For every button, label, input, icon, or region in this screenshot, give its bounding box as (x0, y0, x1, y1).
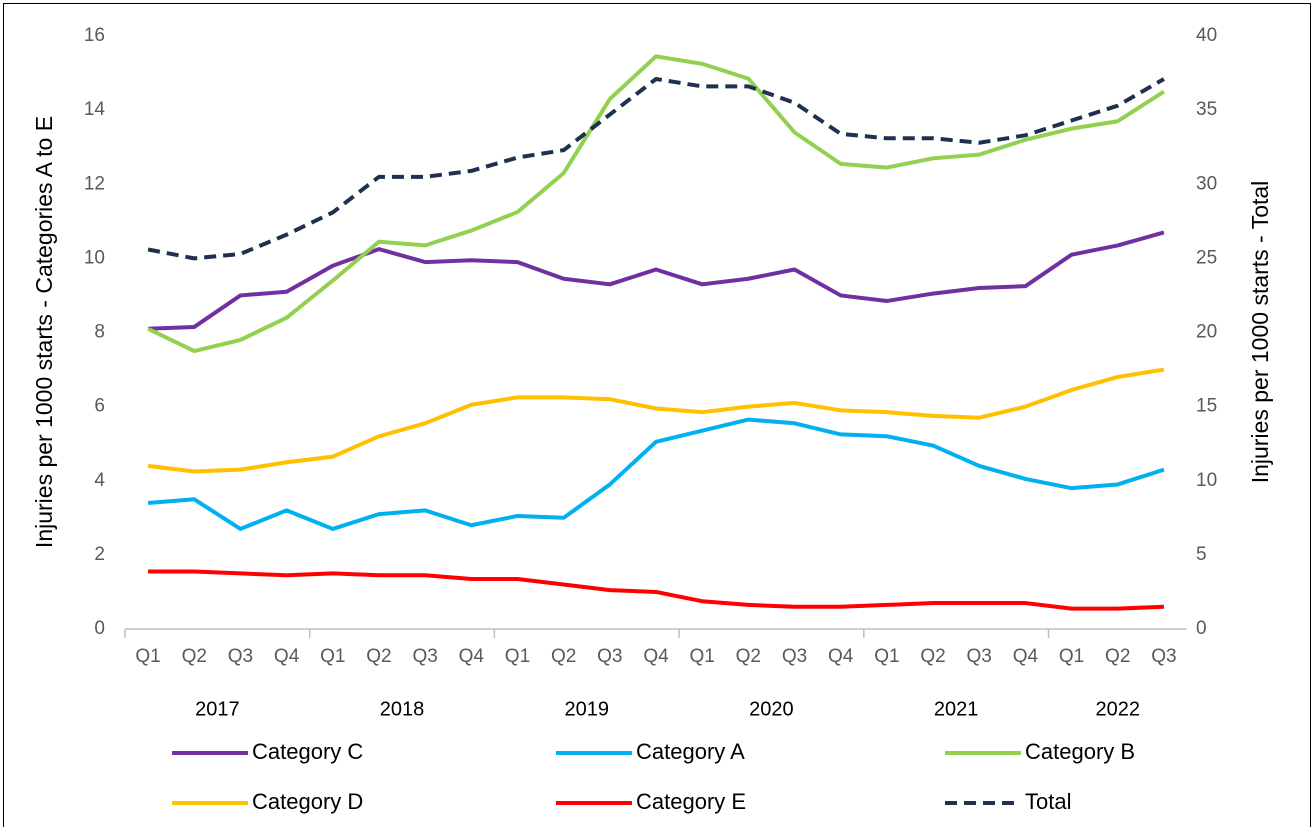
x-tick-label: Q1 (320, 646, 345, 667)
series-line (147, 367, 1165, 474)
y2-tick-label: 25 (1196, 247, 1217, 268)
x-tick-label: Q4 (459, 646, 485, 667)
chart-border (3, 3, 1311, 827)
x-tick-label: Q1 (505, 646, 530, 667)
y2-tick-label: 35 (1196, 99, 1217, 120)
y2-tick-label: 20 (1196, 322, 1217, 343)
y-tick-label: 2 (94, 544, 105, 565)
x-tick-label: Q3 (412, 646, 437, 667)
legend-label: Category D (252, 789, 363, 814)
y-tick-label: 0 (94, 618, 105, 639)
x-tick-label: Q2 (736, 646, 761, 667)
x-tick-label: Q3 (228, 646, 253, 667)
y2-tick-label: 15 (1196, 396, 1217, 417)
year-label: 2018 (380, 698, 425, 720)
series-line (147, 54, 1165, 354)
y-axis-title: Injuries per 1000 starts - Categories A … (31, 116, 57, 548)
y-tick-label: 12 (84, 173, 105, 194)
x-tick-label: Q2 (182, 646, 207, 667)
x-tick-label: Q4 (643, 646, 669, 667)
series-line (148, 230, 1165, 331)
x-tick-label: Q3 (967, 646, 992, 667)
year-label: 2017 (195, 698, 240, 720)
y2-tick-label: 40 (1196, 25, 1217, 46)
y-tick-label: 10 (84, 247, 105, 268)
y-tick-label: 6 (94, 396, 105, 417)
x-tick-label: Q4 (828, 646, 854, 667)
y-tick-label: 8 (94, 322, 105, 343)
y-tick-label: 4 (94, 470, 105, 491)
x-tick-label: Q2 (366, 646, 391, 667)
y2-tick-label: 10 (1196, 470, 1217, 491)
y2-axis-title: Injuries per 1000 starts - Total (1247, 181, 1273, 484)
legend-label: Category B (1025, 739, 1135, 764)
year-label: 2021 (934, 698, 979, 720)
x-tick-label: Q2 (1105, 646, 1130, 667)
y2-tick-label: 5 (1196, 544, 1207, 565)
x-tick-label: Q4 (1013, 646, 1039, 667)
x-tick-label: Q1 (135, 646, 160, 667)
legend-label: Category E (636, 789, 746, 814)
legend-label: Total (1025, 789, 1071, 814)
year-label: 2022 (1095, 698, 1140, 720)
series-line (147, 417, 1165, 531)
year-label: 2020 (749, 698, 794, 720)
x-tick-label: Q3 (597, 646, 622, 667)
x-tick-label: Q2 (551, 646, 576, 667)
x-tick-label: Q1 (874, 646, 899, 667)
x-tick-label: Q3 (1151, 646, 1176, 667)
legend-label: Category C (252, 739, 363, 764)
x-tick-label: Q1 (1059, 646, 1084, 667)
series-line (148, 569, 1164, 611)
y2-tick-label: 30 (1196, 173, 1217, 194)
x-tick-label: Q4 (274, 646, 300, 667)
legend-label: Category A (636, 739, 745, 764)
series-line (147, 76, 1165, 261)
y2-tick-label: 0 (1196, 618, 1207, 639)
y-tick-label: 14 (84, 99, 106, 120)
y-tick-label: 16 (84, 25, 105, 46)
x-tick-label: Q3 (782, 646, 807, 667)
x-tick-label: Q2 (920, 646, 945, 667)
year-label: 2019 (564, 698, 609, 720)
x-tick-label: Q1 (689, 646, 714, 667)
